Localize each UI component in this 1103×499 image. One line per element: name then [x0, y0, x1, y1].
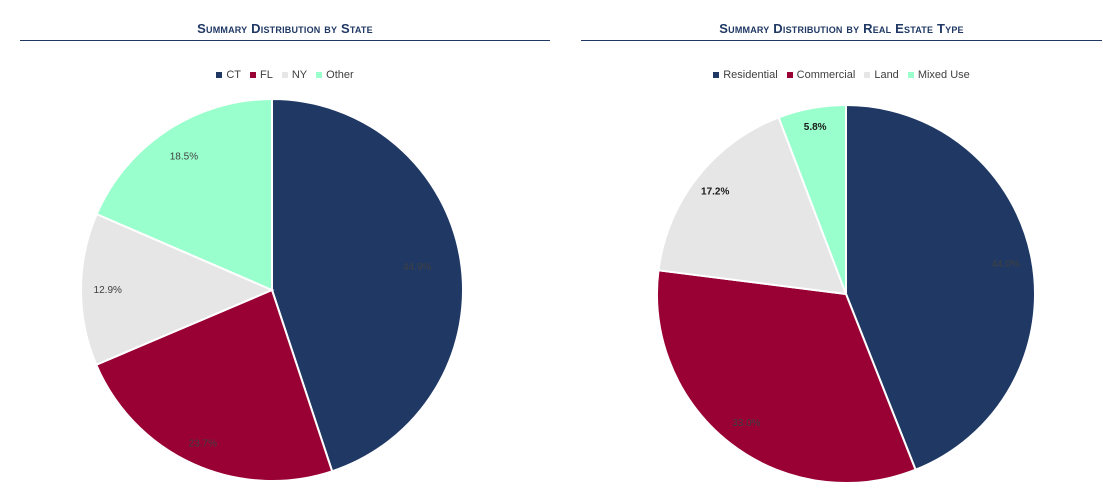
slice-label-commercial: 33.0%	[732, 418, 760, 429]
legend-label-other: Other	[326, 69, 354, 81]
legend-swatch-residential	[713, 72, 720, 78]
legend-swatch-other	[316, 72, 323, 78]
slice-label-residential: 44.0%	[991, 259, 1019, 270]
slice-label-ct: 44.9%	[403, 262, 431, 273]
legend-label-residential: Residential	[723, 69, 778, 81]
state-legend: CT FL NY Other	[20, 69, 550, 81]
state-title-rule	[20, 40, 550, 41]
legend-item-ct: CT	[216, 69, 241, 81]
legend-label-fl: FL	[260, 69, 273, 81]
real-estate-type-pie: 44.0% 33.0% 17.2% 5.8%	[656, 103, 1036, 484]
state-pie: 44.9% 23.7% 12.9% 18.5%	[80, 97, 464, 482]
type-chart-title: Summary Distribution by Real Estate Type	[719, 21, 964, 36]
legend-item-ny: NY	[281, 69, 308, 81]
legend-swatch-mixed-use	[907, 72, 914, 78]
pie-slice-mixed-use	[777, 103, 847, 295]
pie-slice-commercial	[656, 269, 917, 484]
legend-item-other: Other	[316, 69, 354, 81]
pie-slice-land	[657, 116, 848, 296]
pie-slice-residential	[845, 103, 1036, 472]
slice-label-land: 17.2%	[701, 187, 729, 198]
state-chart-title: Summary Distribution by State	[197, 21, 373, 36]
legend-swatch-land	[864, 72, 871, 78]
pie-slice-ny	[80, 212, 275, 367]
legend-swatch-fl	[250, 72, 257, 78]
legend-label-ct: CT	[226, 69, 242, 81]
legend-item-commercial: Commercial	[786, 69, 856, 81]
pie-slice-other	[95, 97, 273, 292]
legend-label-land: Land	[874, 69, 899, 81]
legend-swatch-ct	[216, 72, 223, 78]
type-title-rule	[581, 40, 1102, 41]
state-distribution-chart: Summary Distribution by State CT FL NY O…	[20, 0, 550, 499]
legend-item-fl: FL	[250, 69, 273, 81]
slice-label-fl: 23.7%	[189, 439, 217, 450]
pie-slice-fl	[94, 288, 334, 482]
slice-label-other: 18.5%	[170, 151, 198, 162]
legend-swatch-ny	[281, 72, 288, 78]
pie-slice-ct	[271, 97, 464, 473]
legend-label-mixed-use: Mixed Use	[917, 69, 970, 81]
legend-item-land: Land	[864, 69, 899, 81]
legend-item-mixed-use: Mixed Use	[907, 69, 970, 81]
legend-swatch-commercial	[786, 72, 793, 78]
legend-item-residential: Residential	[713, 69, 778, 81]
legend-label-ny: NY	[291, 69, 308, 81]
real-estate-type-chart: Summary Distribution by Real Estate Type…	[581, 0, 1102, 499]
slice-label-mixed-use: 5.8%	[804, 122, 827, 133]
type-legend: Residential Commercial Land Mixed Use	[581, 69, 1102, 81]
legend-label-commercial: Commercial	[796, 69, 856, 81]
slice-label-ny: 12.9%	[94, 285, 122, 296]
